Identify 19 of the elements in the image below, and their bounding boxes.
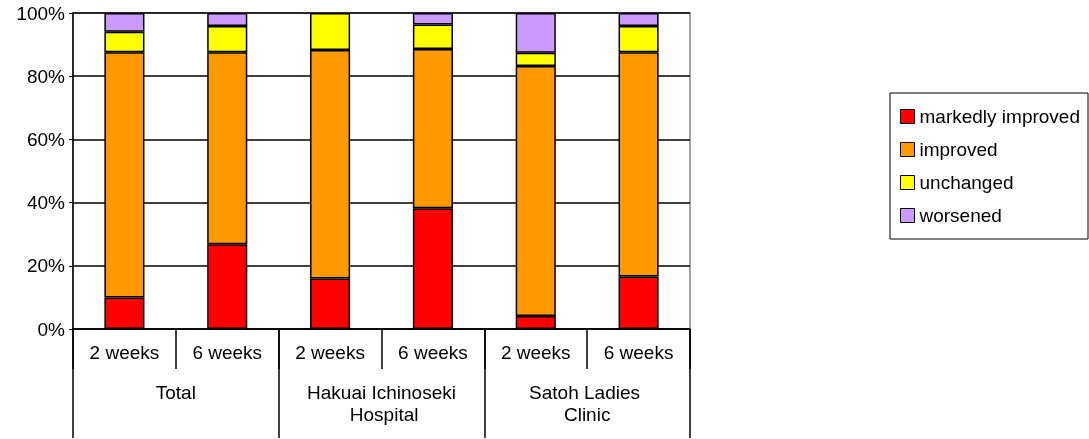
y-tick-label: 20% <box>26 255 66 277</box>
y-tick-label: 100% <box>16 2 66 24</box>
legend-label: markedly improved <box>919 106 1080 127</box>
y-tick-label: 0% <box>37 318 66 340</box>
y-tick-label: 60% <box>26 128 66 150</box>
y-tick-label: 80% <box>26 65 66 87</box>
x-tick-label: 6 weeks <box>398 342 468 363</box>
text: Hakuai Ichinoseki Hospital <box>307 381 456 425</box>
x-tick-label: 2 weeks <box>500 342 571 363</box>
x-tick-label: 6 weeks <box>603 342 674 363</box>
text: Total <box>155 381 196 403</box>
x-tick-label: 2 weeks <box>89 342 160 363</box>
x-tick-label: 6 weeks <box>192 342 263 363</box>
text: Satoh Ladies Clinic <box>529 381 646 425</box>
y-tick-label: 40% <box>26 192 66 214</box>
legend-label: worsened <box>918 205 1002 226</box>
legend-label: unchanged <box>919 172 1014 193</box>
legend-label: improved <box>919 139 998 160</box>
x-tick-label: 2 weeks <box>295 342 365 363</box>
